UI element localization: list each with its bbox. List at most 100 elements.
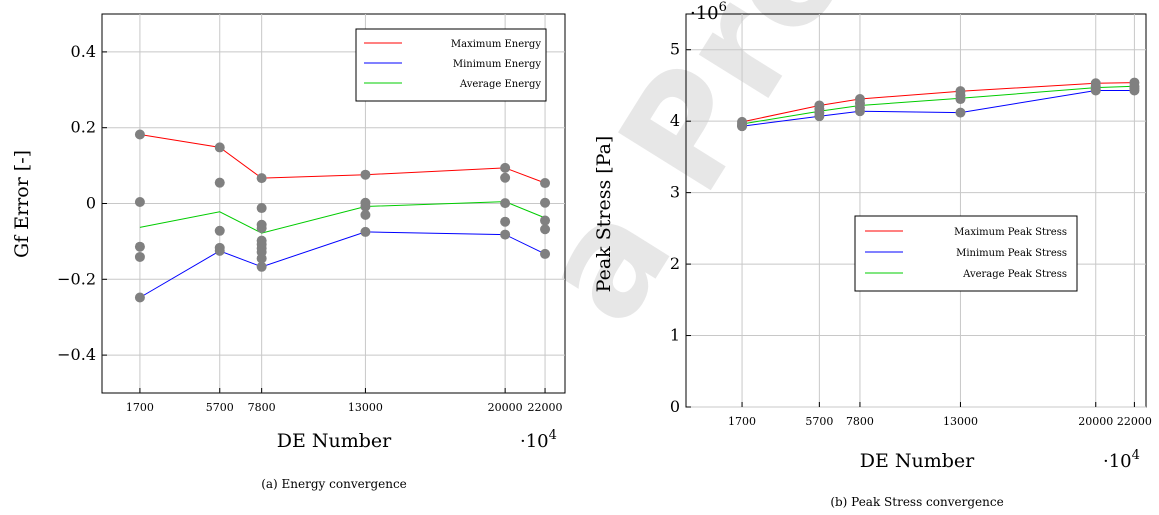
y-tick-label: 3: [670, 183, 680, 202]
caption-a: (a) Energy convergence: [261, 477, 407, 491]
markers-a: [134, 129, 551, 303]
series-a: [139, 134, 546, 298]
y-ticks-b: 0 1 2 3 4 5: [670, 40, 691, 416]
energy-convergence-chart: −0.4 −0.2 0 0.2 0.4 1700 5700 7800 13000 20000 22…: [11, 13, 566, 491]
sample-point: [134, 129, 145, 140]
y-multiplier-exp-b: 6: [719, 0, 727, 15]
sample-point: [540, 197, 551, 208]
sample-point: [500, 198, 511, 209]
legend-box-b: [854, 215, 1078, 292]
x-tick-label: 20000: [1078, 415, 1113, 428]
legend-label: Maximum Energy: [451, 39, 541, 50]
sample-point: [500, 172, 511, 183]
x-tick-label: 1700: [728, 415, 756, 428]
y-axis-label-a: Gf Error [-]: [11, 150, 33, 258]
series-line: [139, 231, 546, 298]
sample-point: [214, 225, 225, 236]
y-tick-label: 4: [670, 111, 680, 130]
legend-label: Maximum Peak Stress: [954, 227, 1067, 238]
y-ticks-a: −0.4 −0.2 0 0.2 0.4: [57, 42, 107, 364]
sample-point: [134, 292, 145, 303]
x-axis-label-a: DE Number: [277, 430, 392, 452]
x-tick-label: 13000: [348, 401, 383, 414]
sample-point: [540, 215, 551, 226]
y-tick-label: −0.4: [57, 345, 96, 364]
sample-point: [256, 253, 267, 264]
y-tick-label: 0: [670, 397, 680, 416]
y-tick-label: 0: [86, 194, 96, 213]
sample-point: [256, 203, 267, 214]
sample-point: [540, 178, 551, 189]
legend-label: Minimum Peak Stress: [956, 248, 1067, 259]
series-line: [139, 201, 546, 234]
series-line: [741, 82, 1135, 123]
sample-point: [256, 223, 267, 234]
sample-point: [360, 226, 371, 237]
y-tick-label: 2: [670, 254, 680, 273]
sample-point: [256, 261, 267, 272]
sample-point: [737, 121, 748, 132]
x-tick-label: 20000: [488, 401, 523, 414]
x-ticks-b: 1700 5700 7800 13000 20000 22000: [728, 402, 1152, 428]
watermark: a Pre-p: [505, 0, 975, 351]
sample-point: [134, 196, 145, 207]
markers-b: [737, 77, 1140, 132]
sample-point: [1129, 85, 1140, 96]
legend-a: Maximum Energy Minimum Energy Average Ener…: [355, 28, 547, 102]
x-multiplier-exp-b: 4: [1132, 448, 1140, 463]
sample-point: [360, 209, 371, 220]
sample-point: [814, 111, 825, 122]
sample-point: [1090, 85, 1101, 96]
sample-point: [854, 106, 865, 117]
y-multiplier-base-b: ·10: [690, 3, 719, 24]
sample-point: [955, 107, 966, 118]
legend-box-a: [355, 28, 547, 102]
x-multiplier-base-b: ·10: [1103, 451, 1132, 472]
sample-point: [134, 251, 145, 262]
legend-b: Maximum Peak Stress Minimum Peak Stress Av…: [854, 215, 1078, 292]
y-axis-label-b: Peak Stress [Pa]: [593, 136, 615, 293]
sample-point: [134, 241, 145, 252]
x-axis-label-b: DE Number: [860, 450, 975, 472]
x-tick-label: 5700: [805, 415, 833, 428]
series-b: [741, 82, 1135, 127]
sample-point: [214, 142, 225, 153]
sample-point: [540, 224, 551, 235]
sample-point: [540, 248, 551, 259]
x-tick-label: 22000: [528, 401, 563, 414]
sample-point: [360, 169, 371, 180]
legend-label: Average Peak Stress: [962, 269, 1067, 280]
x-multiplier-b: ·104: [1103, 448, 1140, 472]
y-tick-label: 0.4: [71, 42, 96, 61]
x-tick-label: 7800: [846, 415, 874, 428]
x-tick-label: 22000: [1117, 415, 1152, 428]
x-multiplier-exp-a: 4: [549, 428, 557, 443]
x-multiplier-a: ·104: [520, 428, 557, 452]
y-multiplier-b: ·106: [690, 0, 727, 24]
sample-point: [214, 245, 225, 256]
sample-point: [955, 94, 966, 105]
sample-point: [500, 216, 511, 227]
series-line: [139, 134, 546, 184]
series-line: [742, 90, 1135, 127]
sample-point: [500, 162, 511, 173]
sample-point: [500, 229, 511, 240]
x-multiplier-base-a: ·10: [520, 431, 549, 452]
caption-b: (b) Peak Stress convergence: [830, 495, 1003, 509]
x-ticks-a: 1700 5700 7800 13000 20000 22000: [126, 388, 563, 414]
legend-label: Minimum Energy: [453, 59, 542, 70]
y-tick-label: 5: [670, 40, 680, 59]
y-tick-label: 1: [670, 326, 680, 345]
x-tick-label: 5700: [206, 401, 234, 414]
y-tick-label: 0.2: [71, 118, 96, 137]
x-tick-label: 1700: [126, 401, 154, 414]
sample-point: [256, 173, 267, 184]
sample-point: [360, 201, 371, 212]
sample-point: [214, 177, 225, 188]
y-tick-label: −0.2: [57, 269, 96, 288]
x-tick-label: 13000: [943, 415, 978, 428]
legend-label: Average Energy: [459, 79, 541, 90]
series-line: [742, 85, 1135, 125]
